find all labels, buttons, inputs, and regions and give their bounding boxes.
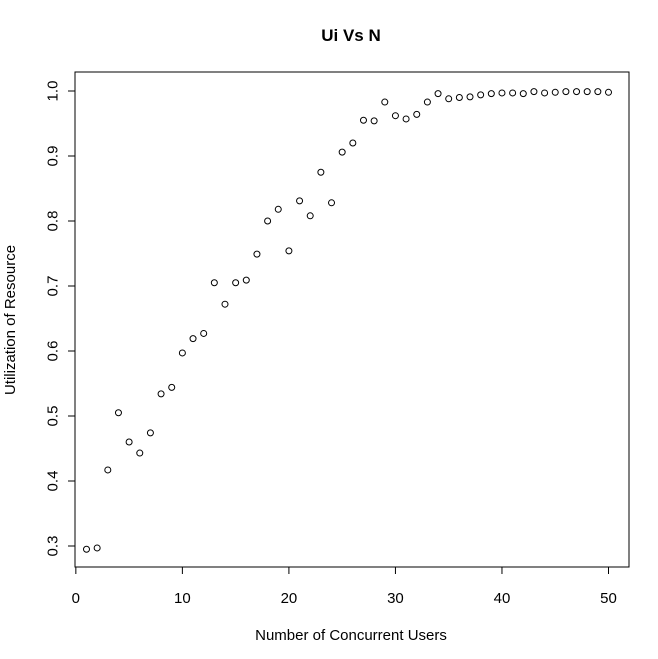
data-point <box>509 89 517 97</box>
data-point <box>296 197 304 205</box>
data-point <box>285 247 293 255</box>
data-point <box>445 95 453 103</box>
data-point <box>221 300 229 308</box>
data-point <box>200 329 208 337</box>
data-point <box>434 90 442 98</box>
data-point <box>93 544 101 552</box>
data-points <box>83 88 612 553</box>
data-point <box>306 212 314 220</box>
data-point <box>370 117 378 125</box>
x-axis-label: Number of Concurrent Users <box>255 627 447 644</box>
data-point <box>455 94 463 101</box>
data-point <box>487 90 495 98</box>
data-point <box>605 88 612 96</box>
data-point <box>573 88 581 96</box>
data-point <box>168 383 176 391</box>
y-tick-label: 0.7 <box>45 276 62 297</box>
data-point <box>146 429 154 437</box>
data-point <box>328 199 336 207</box>
y-tick-label: 0.4 <box>45 471 62 492</box>
data-point <box>498 89 506 97</box>
data-point <box>562 88 570 96</box>
data-point <box>466 93 474 101</box>
data-point <box>274 205 282 213</box>
x-tick-label: 10 <box>174 590 191 607</box>
data-point <box>253 250 261 258</box>
data-point <box>349 139 357 147</box>
data-point <box>551 88 559 96</box>
data-point <box>477 91 485 99</box>
data-point <box>114 409 122 417</box>
data-point <box>317 168 325 176</box>
data-point <box>423 98 431 106</box>
data-point <box>541 89 549 97</box>
y-axis: 0.3 0.4 0.5 0.6 0.7 0.8 0.9 1.0 <box>45 81 76 557</box>
x-axis: 0 10 20 30 40 50 <box>72 566 617 607</box>
y-axis-label: Utilization of Resource <box>2 245 19 395</box>
x-tick-label: 0 <box>72 590 80 607</box>
x-tick-label: 20 <box>281 590 298 607</box>
data-point <box>402 115 410 123</box>
data-point <box>189 335 197 343</box>
y-tick-label: 0.6 <box>45 341 62 362</box>
data-point <box>519 90 527 98</box>
data-point <box>242 276 250 284</box>
y-tick-label: 0.9 <box>45 146 62 167</box>
data-point <box>583 88 591 96</box>
data-point <box>104 466 112 474</box>
y-tick-label: 0.5 <box>45 406 62 427</box>
data-point <box>157 390 165 398</box>
x-tick-label: 50 <box>600 590 617 607</box>
data-point <box>136 449 144 457</box>
y-tick-label: 1.0 <box>45 81 62 102</box>
data-point <box>530 88 538 96</box>
data-point <box>125 438 133 446</box>
data-point <box>210 279 218 287</box>
data-point <box>359 116 367 124</box>
data-point <box>381 98 389 106</box>
data-point <box>338 148 346 156</box>
data-point <box>413 110 421 118</box>
data-point <box>83 545 90 553</box>
x-tick-label: 30 <box>387 590 404 607</box>
data-point <box>232 279 240 287</box>
data-point <box>178 349 186 357</box>
x-tick-label: 40 <box>494 590 511 607</box>
y-tick-label: 0.8 <box>45 211 62 232</box>
data-point <box>391 112 399 120</box>
data-point <box>594 88 602 96</box>
chart-title: Ui Vs N <box>321 26 381 45</box>
y-tick-label: 0.3 <box>45 536 62 557</box>
data-point <box>264 217 272 225</box>
